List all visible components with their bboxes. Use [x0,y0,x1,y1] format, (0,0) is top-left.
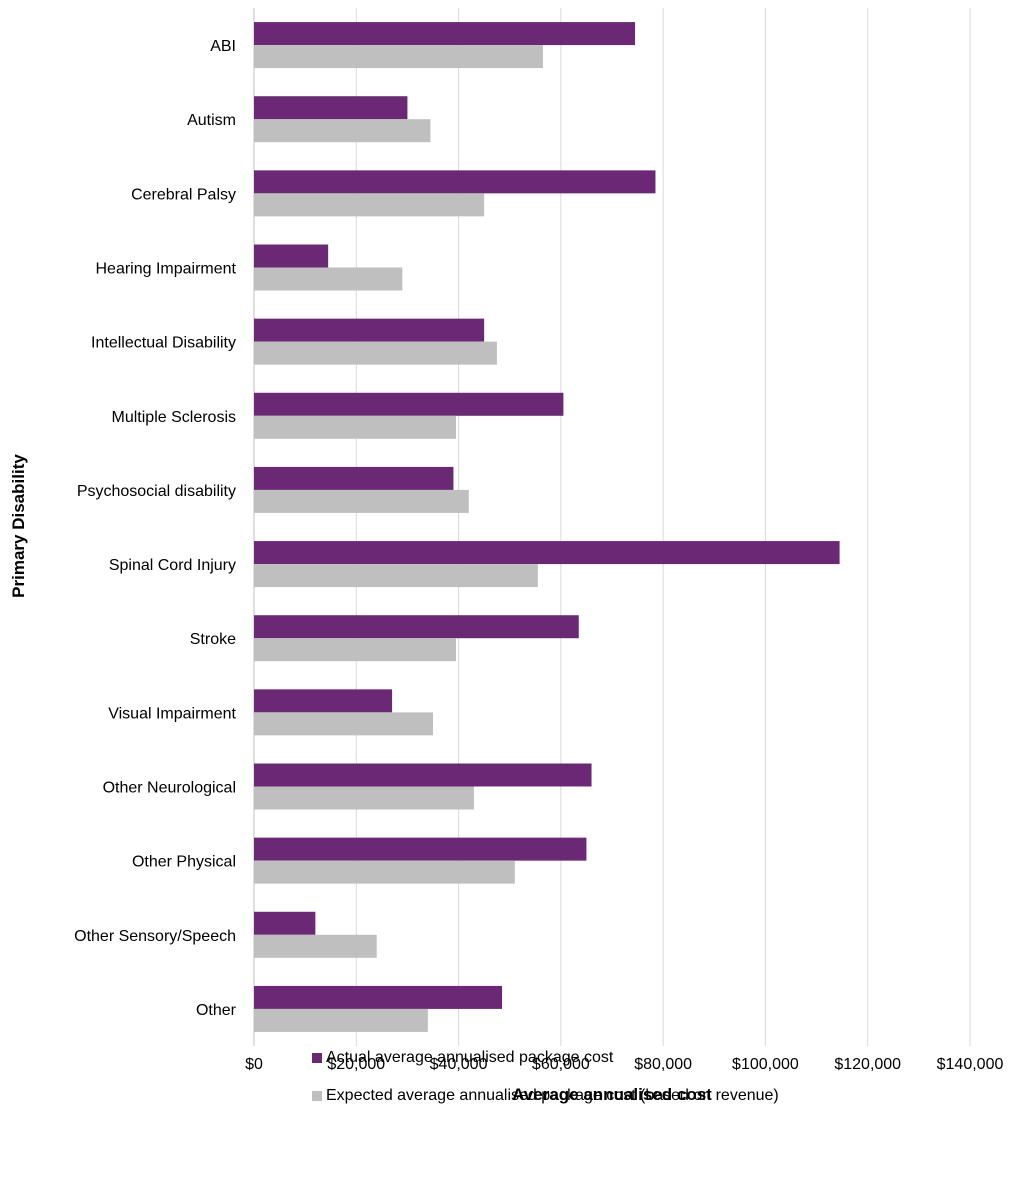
bars [254,22,840,1032]
category-label: Hearing Impairment [96,261,237,278]
category-label: Multiple Sclerosis [112,409,236,426]
category-label: Other Sensory/Speech [74,928,236,945]
category-label: Psychosocial disability [77,483,236,500]
bar-expected [254,712,433,736]
x-tick-label: $60,000 [532,1056,590,1073]
bar-actual [254,318,485,342]
bar-actual [254,837,587,861]
legend: Actual average annualised package cost E… [312,1048,779,1124]
bar-actual [254,541,840,565]
legend-label-expected: Expected average annualised package cost… [326,1087,779,1104]
category-label: Autism [187,112,236,129]
bar-actual [254,392,564,416]
bar-actual [254,985,503,1009]
grid-lines [253,8,971,1046]
legend-swatch-expected [312,1091,322,1101]
bar-expected [254,564,538,588]
bar-expected [254,860,515,884]
y-axis-title: Primary Disability [9,454,28,598]
legend-item-expected: Expected average annualised package cost… [312,1086,779,1106]
x-tick-label: $100,000 [732,1056,799,1073]
bar-expected [254,119,431,143]
category-label: Intellectual Disability [91,335,236,352]
category-label: Cerebral Palsy [131,186,236,203]
category-labels: ABI Autism Cerebral Palsy Hearing Impairmen… [74,38,237,1019]
bar-actual [254,466,454,490]
bar-actual [254,763,592,787]
bar-expected [254,193,485,217]
bar-actual [254,689,393,713]
bar-expected [254,489,469,513]
bar-actual [254,615,579,639]
category-label: ABI [210,38,236,55]
bar-actual [254,911,316,935]
category-label: Stroke [190,631,236,648]
category-label: Other Physical [132,854,236,871]
bar-actual [254,22,636,46]
bar-expected [254,415,457,439]
bar-expected [254,45,543,69]
bar-actual [254,244,329,268]
legend-label-actual: Actual average annualised package cost [326,1049,614,1066]
bar-expected [254,267,403,291]
category-label: Other Neurological [103,780,236,797]
bar-expected [254,341,497,365]
x-tick-labels: $0 $20,000 $40,000 $60,000 $80,000 $100,000 $1… [245,1056,1003,1073]
bar-actual [254,96,408,120]
x-axis-title: Average annualised cost [512,1085,712,1104]
bar-expected [254,786,474,810]
x-tick-label: $120,000 [834,1056,901,1073]
bar-expected [254,1008,428,1032]
bar-expected [254,934,377,958]
category-label: Visual Impairment [108,705,236,722]
legend-swatch-actual [312,1053,322,1063]
x-tick-label: $40,000 [430,1056,488,1073]
bar-expected [254,638,457,662]
x-tick-label: $0 [245,1056,263,1073]
category-label: Other [196,1002,237,1019]
x-tick-label: $140,000 [937,1056,1004,1073]
x-tick-label: $20,000 [327,1056,385,1073]
legend-item-actual: Actual average annualised package cost [312,1048,779,1068]
bar-actual [254,170,656,194]
category-label: Spinal Cord Injury [109,557,236,574]
x-tick-label: $80,000 [634,1056,692,1073]
